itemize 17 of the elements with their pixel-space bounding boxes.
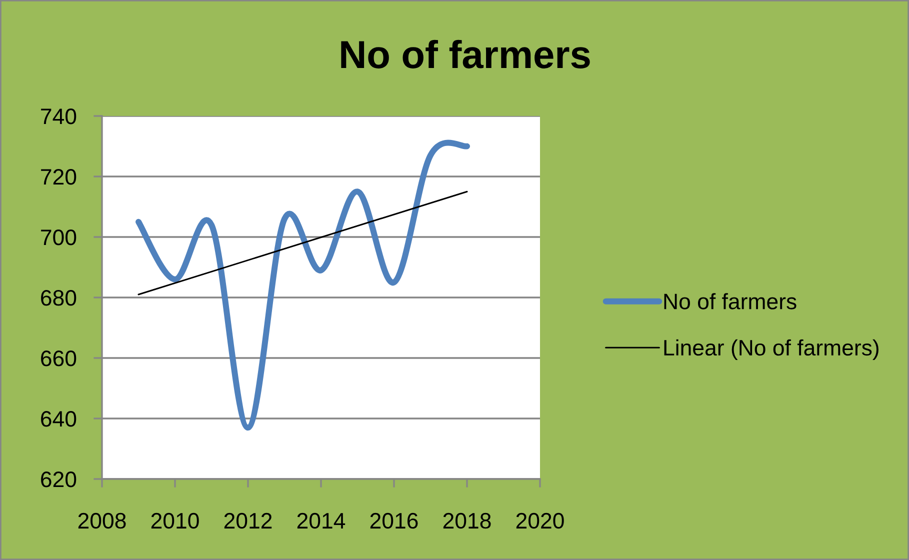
x-tick-label: 2018 <box>443 512 491 529</box>
y-tick-label: 640 <box>41 411 76 427</box>
x-tick-label: 2020 <box>516 512 564 529</box>
chart-title: No of farmers <box>341 40 590 68</box>
y-tick-label: 620 <box>41 472 76 488</box>
x-tick-label: 2008 <box>78 512 126 529</box>
y-tick-label: 720 <box>41 169 76 185</box>
y-tick-label: 660 <box>41 350 76 366</box>
x-tick-label: 2012 <box>224 512 272 529</box>
y-tick-label: 740 <box>41 108 76 124</box>
x-tick-label: 2010 <box>151 512 199 529</box>
y-tick-label: 680 <box>41 290 76 306</box>
y-tick-label: 700 <box>41 230 76 246</box>
legend-label: Linear (No of farmers) <box>664 339 878 360</box>
legend-label: No of farmers <box>664 293 796 310</box>
x-tick-label: 2016 <box>370 512 418 529</box>
x-tick-label: 2014 <box>297 512 346 529</box>
